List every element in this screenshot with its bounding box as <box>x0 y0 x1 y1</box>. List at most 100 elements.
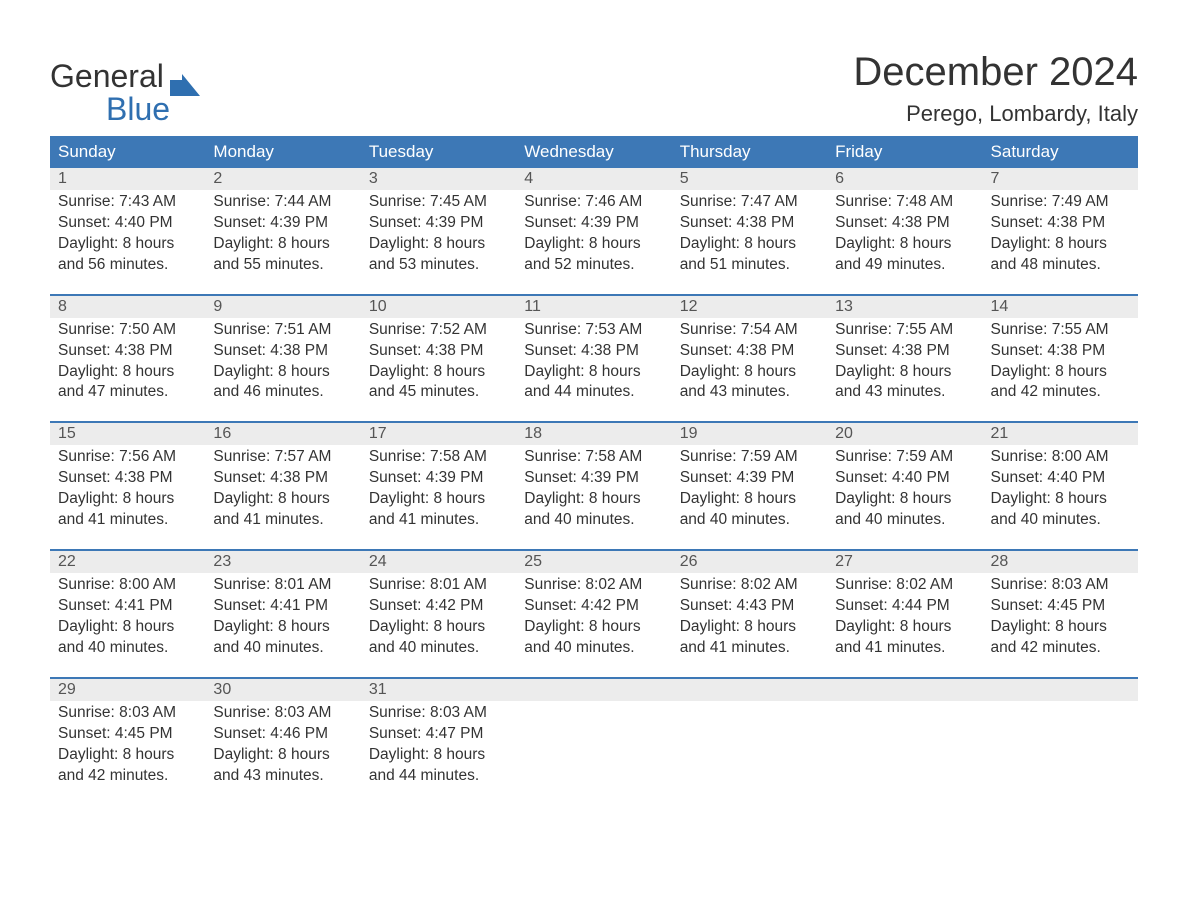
day-content-cell: Sunrise: 7:45 AMSunset: 4:39 PMDaylight:… <box>361 190 516 294</box>
day-number-cell: 26 <box>672 551 827 573</box>
sunrise-text: Sunrise: 8:02 AM <box>680 575 819 596</box>
day-number-cell: 29 <box>50 679 205 701</box>
sunrise-text: Sunrise: 8:01 AM <box>369 575 508 596</box>
sunset-text: Sunset: 4:42 PM <box>369 596 508 617</box>
daylight-line2: and 40 minutes. <box>58 638 197 659</box>
sunset-text: Sunset: 4:41 PM <box>58 596 197 617</box>
day-number-cell: 11 <box>516 296 671 318</box>
daylight-line2: and 45 minutes. <box>369 382 508 403</box>
day-number-cell: 6 <box>827 168 982 190</box>
daylight-line2: and 55 minutes. <box>213 255 352 276</box>
calendar-body: 1234567Sunrise: 7:43 AMSunset: 4:40 PMDa… <box>50 168 1138 804</box>
sunset-text: Sunset: 4:38 PM <box>680 213 819 234</box>
day-content-cell: Sunrise: 7:49 AMSunset: 4:38 PMDaylight:… <box>983 190 1138 294</box>
sunrise-text: Sunrise: 7:53 AM <box>524 320 663 341</box>
daylight-line2: and 43 minutes. <box>213 766 352 787</box>
day-content-cell: Sunrise: 7:47 AMSunset: 4:38 PMDaylight:… <box>672 190 827 294</box>
daylight-line1: Daylight: 8 hours <box>835 234 974 255</box>
weekday-header: Monday <box>205 136 360 168</box>
daylight-line2: and 49 minutes. <box>835 255 974 276</box>
day-number-cell: 30 <box>205 679 360 701</box>
calendar-table: SundayMondayTuesdayWednesdayThursdayFrid… <box>50 136 1138 804</box>
sunrise-text: Sunrise: 7:57 AM <box>213 447 352 468</box>
daylight-line2: and 41 minutes. <box>835 638 974 659</box>
sunset-text: Sunset: 4:38 PM <box>835 341 974 362</box>
sunset-text: Sunset: 4:40 PM <box>58 213 197 234</box>
sunset-text: Sunset: 4:39 PM <box>524 213 663 234</box>
daylight-line1: Daylight: 8 hours <box>58 362 197 383</box>
sunset-text: Sunset: 4:44 PM <box>835 596 974 617</box>
sunrise-text: Sunrise: 7:59 AM <box>680 447 819 468</box>
daylight-line2: and 44 minutes. <box>524 382 663 403</box>
day-content-cell <box>516 701 671 805</box>
day-content-cell: Sunrise: 7:53 AMSunset: 4:38 PMDaylight:… <box>516 318 671 422</box>
day-content-cell: Sunrise: 7:58 AMSunset: 4:39 PMDaylight:… <box>516 445 671 549</box>
day-number-cell: 10 <box>361 296 516 318</box>
sunrise-text: Sunrise: 7:52 AM <box>369 320 508 341</box>
daylight-line1: Daylight: 8 hours <box>58 617 197 638</box>
daylight-line1: Daylight: 8 hours <box>524 489 663 510</box>
sunrise-text: Sunrise: 7:54 AM <box>680 320 819 341</box>
title-block: December 2024 Perego, Lombardy, Italy <box>853 50 1138 127</box>
daylight-line1: Daylight: 8 hours <box>991 489 1130 510</box>
day-content-cell: Sunrise: 7:59 AMSunset: 4:39 PMDaylight:… <box>672 445 827 549</box>
day-number-cell: 19 <box>672 423 827 445</box>
day-content-row: Sunrise: 8:03 AMSunset: 4:45 PMDaylight:… <box>50 701 1138 805</box>
day-content-cell: Sunrise: 7:50 AMSunset: 4:38 PMDaylight:… <box>50 318 205 422</box>
day-content-cell: Sunrise: 8:00 AMSunset: 4:41 PMDaylight:… <box>50 573 205 677</box>
daylight-line2: and 41 minutes. <box>680 638 819 659</box>
day-content-cell <box>827 701 982 805</box>
day-content-cell: Sunrise: 8:01 AMSunset: 4:42 PMDaylight:… <box>361 573 516 677</box>
day-number-cell: 28 <box>983 551 1138 573</box>
day-content-cell: Sunrise: 7:44 AMSunset: 4:39 PMDaylight:… <box>205 190 360 294</box>
daylight-line1: Daylight: 8 hours <box>369 617 508 638</box>
weekday-header: Tuesday <box>361 136 516 168</box>
daylight-line2: and 43 minutes. <box>835 382 974 403</box>
day-content-cell: Sunrise: 7:54 AMSunset: 4:38 PMDaylight:… <box>672 318 827 422</box>
daylight-line1: Daylight: 8 hours <box>58 234 197 255</box>
daylight-line1: Daylight: 8 hours <box>369 362 508 383</box>
daylight-line1: Daylight: 8 hours <box>835 617 974 638</box>
sunrise-text: Sunrise: 7:50 AM <box>58 320 197 341</box>
daylight-line1: Daylight: 8 hours <box>680 489 819 510</box>
weekday-header: Wednesday <box>516 136 671 168</box>
day-number-cell <box>983 679 1138 701</box>
day-number-row: 1234567 <box>50 168 1138 190</box>
daylight-line1: Daylight: 8 hours <box>213 489 352 510</box>
brand-word1: General <box>50 58 164 94</box>
sunset-text: Sunset: 4:38 PM <box>835 213 974 234</box>
day-content-cell: Sunrise: 7:56 AMSunset: 4:38 PMDaylight:… <box>50 445 205 549</box>
daylight-line2: and 42 minutes. <box>991 638 1130 659</box>
day-content-cell: Sunrise: 7:55 AMSunset: 4:38 PMDaylight:… <box>827 318 982 422</box>
daylight-line1: Daylight: 8 hours <box>835 489 974 510</box>
day-content-cell: Sunrise: 8:01 AMSunset: 4:41 PMDaylight:… <box>205 573 360 677</box>
sunrise-text: Sunrise: 8:03 AM <box>58 703 197 724</box>
day-number-row: 15161718192021 <box>50 423 1138 445</box>
day-content-row: Sunrise: 7:56 AMSunset: 4:38 PMDaylight:… <box>50 445 1138 549</box>
day-number-cell: 13 <box>827 296 982 318</box>
day-number-cell: 12 <box>672 296 827 318</box>
daylight-line2: and 40 minutes. <box>524 510 663 531</box>
sunset-text: Sunset: 4:39 PM <box>369 213 508 234</box>
sunrise-text: Sunrise: 7:58 AM <box>524 447 663 468</box>
day-content-cell <box>672 701 827 805</box>
day-number-cell: 25 <box>516 551 671 573</box>
sunset-text: Sunset: 4:38 PM <box>213 341 352 362</box>
sunrise-text: Sunrise: 8:00 AM <box>58 575 197 596</box>
day-number-cell: 8 <box>50 296 205 318</box>
day-content-cell: Sunrise: 8:00 AMSunset: 4:40 PMDaylight:… <box>983 445 1138 549</box>
daylight-line2: and 40 minutes. <box>213 638 352 659</box>
sunset-text: Sunset: 4:38 PM <box>58 341 197 362</box>
day-content-cell: Sunrise: 8:02 AMSunset: 4:43 PMDaylight:… <box>672 573 827 677</box>
daylight-line1: Daylight: 8 hours <box>369 234 508 255</box>
daylight-line1: Daylight: 8 hours <box>991 617 1130 638</box>
sunrise-text: Sunrise: 7:49 AM <box>991 192 1130 213</box>
day-number-cell: 9 <box>205 296 360 318</box>
day-content-cell: Sunrise: 7:51 AMSunset: 4:38 PMDaylight:… <box>205 318 360 422</box>
daylight-line1: Daylight: 8 hours <box>213 617 352 638</box>
day-content-cell: Sunrise: 7:57 AMSunset: 4:38 PMDaylight:… <box>205 445 360 549</box>
sunrise-text: Sunrise: 8:03 AM <box>991 575 1130 596</box>
day-content-cell: Sunrise: 8:03 AMSunset: 4:46 PMDaylight:… <box>205 701 360 805</box>
daylight-line1: Daylight: 8 hours <box>991 362 1130 383</box>
daylight-line1: Daylight: 8 hours <box>58 745 197 766</box>
